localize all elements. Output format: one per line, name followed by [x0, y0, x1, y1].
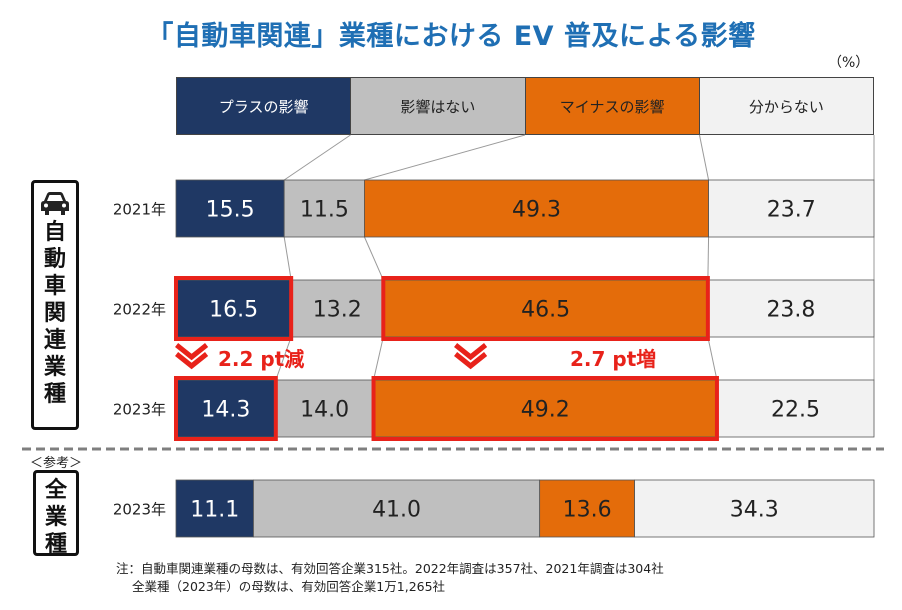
- bar-segment: [283, 179, 365, 238]
- row-label: 2022年: [113, 301, 166, 319]
- connector-line: [364, 236, 384, 281]
- footnote: 注：自動車関連業種の母数は、有効回答企業315社。2022年調査は357社、20…: [116, 560, 664, 596]
- chevron-down-icon: [175, 352, 209, 370]
- legend-item-unknown: 分からない: [699, 78, 873, 134]
- car-icon: [41, 192, 69, 215]
- side-label-all-text: 全業種: [44, 478, 67, 557]
- side-label-auto-related: 自動車関連業種: [31, 180, 79, 430]
- bar-segment: [175, 479, 254, 538]
- data-label: 11.1: [190, 498, 239, 523]
- data-label: 49.2: [521, 398, 570, 423]
- reference-label: ＜参考＞: [28, 452, 85, 471]
- bar-segment: [253, 479, 541, 538]
- connector-line: [707, 336, 718, 381]
- bar-segment: [716, 379, 875, 438]
- connector-line: [283, 134, 351, 181]
- footnote-line-1: 注：自動車関連業種の母数は、有効回答企業315社。2022年調査は357社、20…: [116, 561, 664, 576]
- change-label-positive: 2.2 pt減: [218, 347, 305, 371]
- row-label: 2021年: [113, 201, 166, 219]
- data-label: 23.7: [767, 198, 816, 223]
- data-label: 16.5: [209, 298, 258, 323]
- data-label: 41.0: [372, 498, 421, 523]
- highlight-box: [174, 376, 278, 441]
- bar-segment: [175, 179, 285, 238]
- data-label: 13.2: [313, 298, 362, 323]
- unit-label: （%）: [828, 55, 870, 71]
- bar-segment: [539, 479, 635, 538]
- side-label-all-industries: 全業種: [33, 470, 79, 557]
- connector-line: [364, 134, 526, 181]
- footnote-line-2: 全業種（2023年）の母数は、有効回答企業1万1,265社: [132, 579, 446, 594]
- highlight-box: [371, 376, 719, 441]
- connector-line: [373, 336, 384, 381]
- data-label: 11.5: [300, 198, 349, 223]
- bar-segment: [175, 279, 292, 338]
- bar-segment: [275, 379, 374, 438]
- highlight-box: [381, 276, 710, 341]
- legend: プラスの影響 影響はない マイナスの影響 分からない: [176, 77, 874, 135]
- data-label: 14.3: [201, 398, 250, 423]
- chevron-down-icon: [454, 343, 488, 361]
- data-label: 34.3: [730, 498, 779, 523]
- data-label: 13.6: [563, 498, 612, 523]
- row-label: 2023年: [113, 501, 166, 519]
- connector-line: [275, 336, 292, 381]
- data-label: 15.5: [206, 198, 255, 223]
- legend-item-no-effect: 影響はない: [351, 78, 526, 134]
- data-label: 14.0: [300, 398, 349, 423]
- chevron-down-icon: [454, 352, 488, 370]
- highlight-box: [174, 276, 294, 341]
- row-label: 2023年: [113, 401, 166, 419]
- bar-segment: [708, 179, 875, 238]
- connector-line: [283, 236, 292, 281]
- bar-segment: [290, 279, 384, 338]
- bar-segment: [364, 179, 709, 238]
- bar-segment: [707, 279, 875, 338]
- connector-line: [699, 134, 710, 181]
- data-label: 22.5: [771, 398, 820, 423]
- legend-item-negative: マイナスの影響: [525, 78, 700, 134]
- side-label-auto-text: 自動車関連業種: [43, 220, 66, 407]
- connector-line: [707, 236, 710, 281]
- data-label: 49.3: [512, 198, 561, 223]
- chevron-down-icon: [175, 343, 209, 361]
- data-label: 23.8: [766, 298, 815, 323]
- page-title: 「自動車関連」業種における EV 普及による影響: [146, 21, 756, 52]
- legend-item-positive: プラスの影響: [177, 78, 352, 134]
- change-label-negative: 2.7 pt増: [570, 347, 657, 371]
- data-label: 46.5: [521, 298, 570, 323]
- bar-segment: [634, 479, 875, 538]
